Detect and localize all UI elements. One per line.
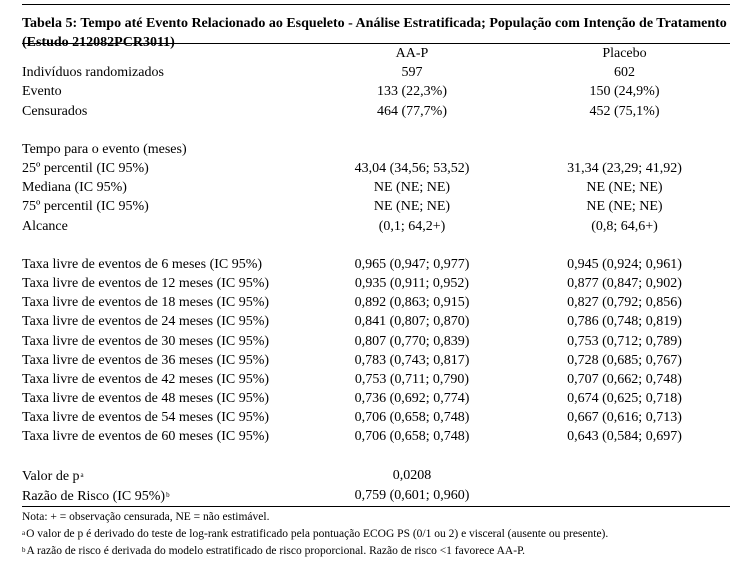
row-label: Indivíduos randomizados [22,65,164,81]
cell-aap: NE (NE; NE) [373,180,451,196]
cell-placebo: 0,753 (0,712; 0,789) [567,333,682,349]
hr-value: 0,759 (0,601; 0,960) [305,485,519,507]
cell-aap: 0,935 (0,911; 0,952) [354,275,470,291]
row-label: Censurados [22,103,88,119]
cell-placebo: 31,34 (23,29; 41,92) [567,161,682,177]
table-row: Indivíduos randomizados 597 602 [22,63,730,82]
table-row: Taxa livre de eventos de 24 meses (IC 95… [22,312,730,331]
cell-aap: 0,736 (0,692; 0,774) [354,391,470,407]
row-label: Taxa livre de eventos de 48 meses (IC 95… [22,391,270,407]
cell-aap: 0,807 (0,770; 0,839) [354,333,470,349]
row-label: 25º percentil (IC 95%) [22,161,149,177]
table-row: Mediana (IC 95%) NE (NE; NE) NE (NE; NE) [22,178,730,197]
cell-placebo: 0,945 (0,924; 0,961) [567,256,682,272]
hr-label: Razão de Risco (IC 95%) [22,488,166,504]
header-aap: AA-P [395,46,429,62]
footnote-marker-a: a [80,470,84,479]
spacer-row [22,236,730,255]
footnote-marker-b: b [166,490,170,499]
row-label: Taxa livre de eventos de 12 meses (IC 95… [22,275,270,291]
pvalue-row: Valor de pa 0,0208 [22,466,730,486]
table-row: Taxa livre de eventos de 12 meses (IC 95… [22,274,730,293]
cell-placebo: 0,643 (0,584; 0,697) [567,429,682,445]
section-heading-row: Tempo para o evento (meses) [22,140,730,159]
row-label: Taxa livre de eventos de 24 meses (IC 95… [22,314,270,330]
table-row: 75º percentil (IC 95%) NE (NE; NE) NE (N… [22,197,730,216]
cell-placebo: NE (NE; NE) [586,180,663,196]
cell-aap: 0,965 (0,947; 0,977) [354,256,470,272]
table-row: Taxa livre de eventos de 18 meses (IC 95… [22,293,730,312]
table-row: Taxa livre de eventos de 54 meses (IC 95… [22,408,730,427]
pvalue-value: 0,0208 [392,468,432,484]
table-row: Evento 133 (22,3%) 150 (24,9%) [22,82,730,101]
cell-aap: 0,706 (0,658; 0,748) [354,429,470,445]
table-row: Alcance (0,1; 64,2+) (0,8; 64,6+) [22,217,730,236]
note-line: Nota: + = observação censurada, NE = não… [22,510,270,523]
row-label: Evento [22,84,62,100]
cell-placebo: 0,786 (0,748; 0,819) [567,314,682,330]
cell-aap: NE (NE; NE) [373,199,451,215]
cell-aap: 0,892 (0,863; 0,915) [354,295,470,311]
cell-placebo: 0,707 (0,662; 0,748) [567,371,682,387]
footnote-a-text: O valor de p é derivado do teste de log-… [26,527,609,540]
hr-label-cell: Razão de Risco (IC 95%)b [22,485,305,507]
cell-aap: (0,1; 64,2+) [378,218,446,234]
footnote-b-mark: b [22,545,26,554]
row-label: 75º percentil (IC 95%) [22,199,149,215]
row-label: Taxa livre de eventos de 36 meses (IC 95… [22,352,270,368]
table-row: Taxa livre de eventos de 60 meses (IC 95… [22,427,730,446]
row-label: Taxa livre de eventos de 30 meses (IC 95… [22,333,270,349]
row-label: Taxa livre de eventos de 42 meses (IC 95… [22,371,270,387]
cell-placebo: 0,667 (0,616; 0,713) [567,410,682,426]
header-placebo: Placebo [602,46,647,62]
table-row: Censurados 464 (77,7%) 452 (75,1%) [22,102,730,121]
cell-aap: 0,706 (0,658; 0,748) [354,410,470,426]
document-page: Tabela 5: Tempo até Evento Relacionado a… [22,0,730,559]
cell-aap: 0,841 (0,807; 0,870) [354,314,470,330]
cell-placebo: 0,877 (0,847; 0,902) [567,275,682,291]
table-row: Taxa livre de eventos de 30 meses (IC 95… [22,331,730,350]
row-label: Taxa livre de eventos de 18 meses (IC 95… [22,295,270,311]
footnote-b-text: A razão de risco é derivada do modelo es… [26,544,526,557]
cell-placebo: (0,8; 64,6+) [591,218,658,234]
table-row: Taxa livre de eventos de 48 meses (IC 95… [22,389,730,408]
row-label: Alcance [22,218,68,234]
row-label: Mediana (IC 95%) [22,180,127,196]
cell-placebo: 150 (24,9%) [589,84,660,100]
pvalue-label-cell: Valor de pa [22,466,305,486]
cell-aap: 464 (77,7%) [377,103,447,119]
cell-placebo: 0,728 (0,685; 0,767) [567,352,682,368]
table-row: 25º percentil (IC 95%) 43,04 (34,56; 53,… [22,159,730,178]
cell-aap: 133 (22,3%) [377,84,447,100]
cell-placebo: 602 [614,65,635,81]
cell-aap: 0,783 (0,743; 0,817) [354,352,470,368]
cell-placebo: 452 (75,1%) [589,103,660,119]
footnote-a-mark: a [22,528,26,537]
row-label: Taxa livre de eventos de 54 meses (IC 95… [22,410,270,426]
row-label: Taxa livre de eventos de 6 meses (IC 95%… [22,256,263,272]
cell-placebo: NE (NE; NE) [586,199,663,215]
cell-aap: 597 [401,65,423,81]
row-label: Taxa livre de eventos de 60 meses (IC 95… [22,429,270,445]
cell-placebo: 0,827 (0,792; 0,856) [567,295,682,311]
cell-aap: 43,04 (34,56; 53,52) [354,161,470,177]
cell-placebo: 0,674 (0,625; 0,718) [567,391,682,407]
footnote-a: aO valor de p é derivado do teste de log… [22,525,730,542]
cell-aap: 0,753 (0,711; 0,790) [354,371,470,387]
footnote-b: bA razão de risco é derivada do modelo e… [22,542,730,559]
spacer-row [22,121,730,140]
section-heading: Tempo para o evento (meses) [22,141,187,157]
table-row: Taxa livre de eventos de 6 meses (IC 95%… [22,255,730,274]
table-notes: Nota: + = observação censurada, NE = não… [22,509,730,559]
results-table: AA-P Placebo Indivíduos randomizados 597… [22,44,730,507]
spacer-row [22,447,730,466]
pvalue-label: Valor de p [22,468,80,484]
hazard-ratio-row: Razão de Risco (IC 95%)b 0,759 (0,601; 0… [22,485,730,507]
table-row: Taxa livre de eventos de 36 meses (IC 95… [22,351,730,370]
table-row: Taxa livre de eventos de 42 meses (IC 95… [22,370,730,389]
header-row: AA-P Placebo [22,44,730,63]
table-title: Tabela 5: Tempo até Evento Relacionado a… [22,4,730,50]
